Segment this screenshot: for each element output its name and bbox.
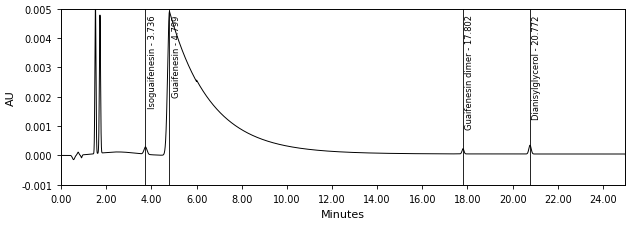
- X-axis label: Minutes: Minutes: [321, 209, 365, 219]
- Y-axis label: AU: AU: [6, 89, 16, 105]
- Text: Guaifenesin dimer - 17.802: Guaifenesin dimer - 17.802: [465, 15, 475, 130]
- Text: Isoguaifenesin - 3.736: Isoguaifenesin - 3.736: [148, 15, 156, 109]
- Text: Dianisylglycerol - 20.772: Dianisylglycerol - 20.772: [533, 15, 541, 119]
- Text: Guaifenesin - 4.799: Guaifenesin - 4.799: [172, 15, 180, 97]
